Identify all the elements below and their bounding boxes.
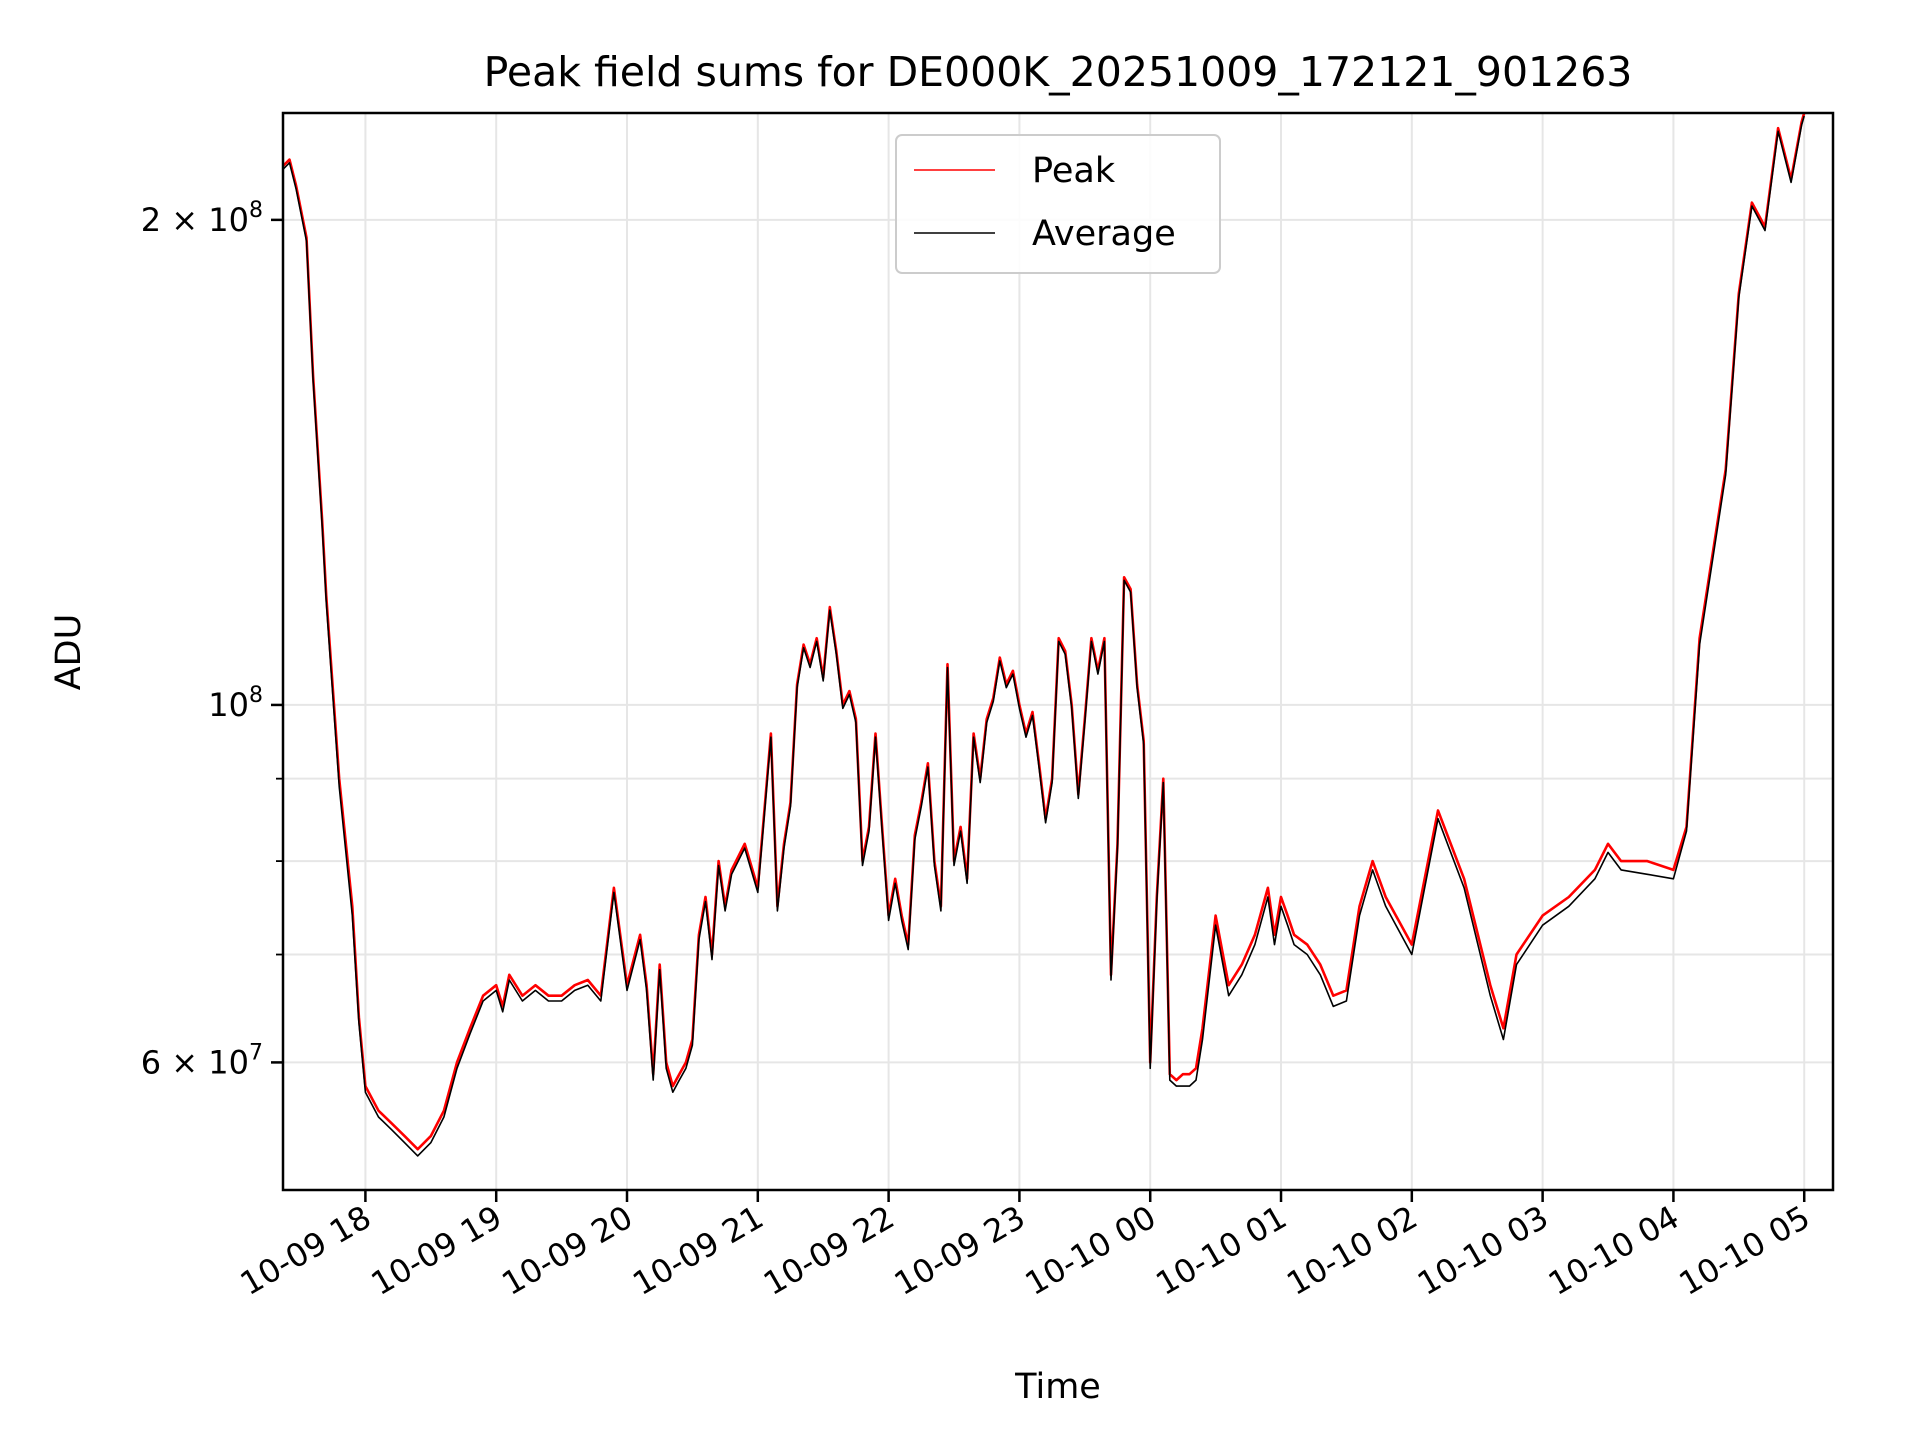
grid [283,113,1833,1190]
y-tick-label: 2 × 108 [141,198,263,239]
legend: Peak Average [895,134,1221,274]
series-group [282,112,1806,1157]
series-line-average [282,115,1805,1157]
legend-peak-label: Peak [1032,151,1116,191]
x-tick-label: 10-10 01 [1149,1198,1293,1303]
x-tick-label: 10-09 19 [365,1198,509,1303]
y-tick-exponent: 8 [249,198,263,223]
y-axis-label: ADU [49,614,89,691]
x-tick-label: 10-09 23 [888,1198,1032,1303]
x-tick-label: 10-09 22 [757,1198,901,1303]
y-tick-base: 10 [208,686,249,724]
x-tick-label: 10-10 03 [1411,1198,1555,1303]
y-tick-base: 2 × 10 [141,201,249,239]
y-tick-exponent: 7 [249,1040,263,1065]
plot-frame [281,111,1835,1192]
chart-title: Peak field sums for DE000K_20251009_1721… [484,48,1633,96]
x-tick-label: 10-09 18 [234,1198,378,1303]
x-axis-label: Time [1014,1367,1101,1407]
y-tick-label: 108 [208,683,263,724]
x-tick-label: 10-10 00 [1019,1198,1163,1303]
x-tick-label: 10-10 05 [1673,1198,1817,1303]
x-tick-label: 10-10 02 [1280,1198,1424,1303]
x-tick-label: 10-09 21 [626,1198,770,1303]
y-tick-base: 6 × 10 [141,1043,249,1081]
legend-average-label: Average [1032,214,1176,254]
x-tick-label: 10-10 04 [1542,1198,1686,1303]
x-tick-label: 10-09 20 [495,1198,639,1303]
y-tick-exponent: 8 [249,683,263,708]
y-tick-label: 6 × 107 [141,1040,263,1081]
